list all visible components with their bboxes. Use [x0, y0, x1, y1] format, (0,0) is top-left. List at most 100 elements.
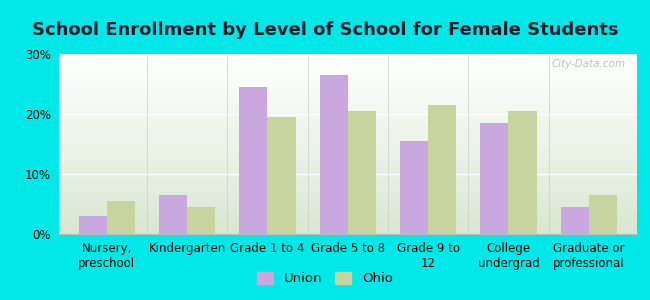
Bar — [187, 207, 215, 234]
Bar — [58, 135, 637, 136]
Bar — [58, 68, 637, 69]
Bar — [58, 56, 637, 57]
Bar — [58, 186, 637, 187]
Bar — [58, 125, 637, 126]
Bar — [58, 161, 637, 162]
Bar — [107, 201, 135, 234]
Bar — [58, 192, 637, 193]
Bar — [58, 119, 637, 120]
Bar — [58, 116, 637, 117]
Bar — [58, 167, 637, 168]
Bar — [58, 79, 637, 80]
Bar — [400, 141, 428, 234]
Bar — [58, 141, 637, 142]
Bar — [58, 78, 637, 79]
Bar — [58, 178, 637, 179]
Bar — [58, 144, 637, 145]
Bar — [58, 84, 637, 85]
Bar — [58, 117, 637, 118]
Bar — [58, 182, 637, 183]
Bar — [58, 130, 637, 131]
Bar — [58, 87, 637, 88]
Bar — [58, 103, 637, 104]
Bar — [58, 160, 637, 161]
Bar — [58, 57, 637, 58]
Bar — [58, 131, 637, 132]
Bar — [58, 96, 637, 97]
Bar — [58, 231, 637, 232]
Bar — [561, 207, 589, 234]
Bar — [58, 157, 637, 158]
Bar — [58, 194, 637, 195]
Bar — [58, 100, 637, 101]
Bar — [58, 143, 637, 144]
Bar — [58, 67, 637, 68]
Bar — [58, 136, 637, 137]
Bar — [58, 201, 637, 202]
Bar — [58, 225, 637, 226]
Bar — [58, 216, 637, 217]
Bar — [58, 82, 637, 83]
Bar — [58, 188, 637, 189]
Bar — [58, 174, 637, 175]
Bar — [58, 110, 637, 111]
Bar — [58, 111, 637, 112]
Bar — [58, 118, 637, 119]
Bar — [58, 183, 637, 184]
Bar — [428, 105, 456, 234]
Bar — [58, 76, 637, 77]
Bar — [58, 197, 637, 198]
Bar — [58, 132, 637, 133]
Bar — [58, 200, 637, 201]
Bar — [58, 65, 637, 66]
Bar — [58, 168, 637, 169]
Bar — [58, 172, 637, 173]
Bar — [320, 75, 348, 234]
Bar — [58, 81, 637, 82]
Bar — [58, 218, 637, 219]
Bar — [58, 148, 637, 149]
Bar — [58, 232, 637, 233]
Bar — [58, 112, 637, 113]
Bar — [58, 83, 637, 84]
Bar — [58, 207, 637, 208]
Bar — [58, 140, 637, 141]
Bar — [58, 227, 637, 228]
Bar — [58, 145, 637, 146]
Bar — [58, 155, 637, 156]
Bar — [58, 104, 637, 105]
Bar — [58, 196, 637, 197]
Bar — [58, 134, 637, 135]
Bar — [58, 193, 637, 194]
Text: School Enrollment by Level of School for Female Students: School Enrollment by Level of School for… — [32, 21, 618, 39]
Bar — [58, 213, 637, 214]
Bar — [58, 114, 637, 115]
Bar — [58, 123, 637, 124]
Bar — [58, 106, 637, 107]
Bar — [58, 195, 637, 196]
Bar — [58, 233, 637, 234]
Bar — [58, 90, 637, 91]
Bar — [159, 195, 187, 234]
Bar — [58, 58, 637, 59]
Bar — [58, 60, 637, 61]
Bar — [58, 151, 637, 152]
Bar — [58, 210, 637, 211]
Bar — [58, 98, 637, 99]
Bar — [79, 216, 107, 234]
Bar — [58, 206, 637, 207]
Bar — [58, 128, 637, 129]
Bar — [58, 153, 637, 154]
Bar — [58, 152, 637, 153]
Bar — [58, 228, 637, 229]
Bar — [58, 120, 637, 121]
Bar — [58, 61, 637, 62]
Bar — [58, 164, 637, 165]
Bar — [58, 71, 637, 72]
Bar — [58, 170, 637, 171]
Bar — [58, 189, 637, 190]
Bar — [58, 226, 637, 227]
Bar — [58, 229, 637, 230]
Bar — [58, 149, 637, 150]
Bar — [58, 85, 637, 86]
